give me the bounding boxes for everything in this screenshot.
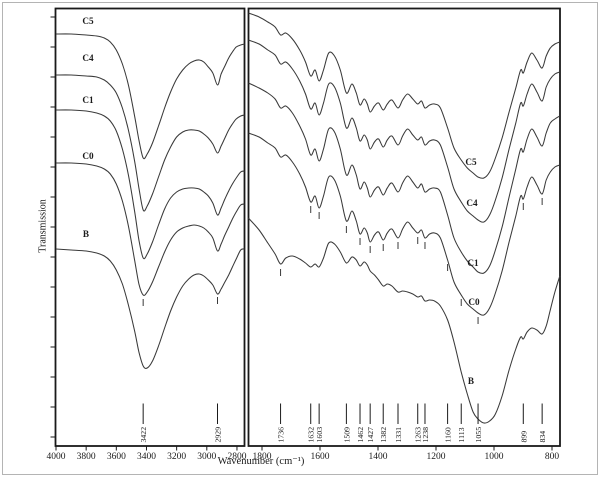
- peak-annotation-label-1462: 1462: [356, 427, 365, 443]
- x-tick-label: 1000: [485, 452, 504, 462]
- peak-annotation-label-1263: 1263: [414, 427, 423, 443]
- curve-label-C4-right: C4: [466, 198, 478, 208]
- spectrum-curve-B-right: [248, 217, 561, 424]
- x-tick-label: 3600: [107, 452, 126, 462]
- peak-annotation-label-1509: 1509: [342, 427, 351, 443]
- x-tick-label: 3800: [77, 452, 96, 462]
- left-panel-frame: [54, 7, 246, 447]
- peak-annotation-label-1603: 1603: [315, 427, 324, 443]
- spectrum-curve-C4-left: [55, 74, 245, 212]
- peak-annotation-label-899: 899: [519, 431, 528, 443]
- x-tick-label: 1200: [427, 452, 446, 462]
- spectrum-curve-C4-right: [248, 39, 560, 223]
- x-tick-label: 1800: [253, 452, 272, 462]
- spectrum-curve-C5-left: [55, 33, 245, 160]
- spectrum-curve-C0-left: [55, 162, 245, 296]
- spectrum-curve-C1-left: [55, 109, 245, 260]
- right-panel-frame: [247, 7, 561, 447]
- x-tick-label: 1400: [369, 452, 388, 462]
- curve-label-C0-left: C0: [82, 151, 94, 161]
- curve-label-C4-left: C4: [82, 53, 94, 63]
- curve-label-C5-left: C5: [82, 16, 94, 26]
- curve-label-C1-right: C1: [467, 258, 479, 268]
- spectrum-curve-C5-right: [248, 12, 560, 179]
- peak-annotation-label-1113: 1113: [457, 427, 466, 442]
- peak-annotation-label-1427: 1427: [366, 427, 375, 443]
- curve-label-C1-left: C1: [82, 95, 94, 105]
- spectrum-curve-C0-right: [248, 132, 560, 316]
- x-tick-label: 3400: [137, 452, 156, 462]
- peak-annotation-label-1055: 1055: [474, 427, 483, 443]
- x-tick-label: 1600: [311, 452, 330, 462]
- y-axis-title: Transmission: [37, 199, 49, 253]
- x-tick-label: 800: [545, 452, 560, 462]
- x-tick-label: 3000: [197, 452, 216, 462]
- curve-label-C5-right: C5: [465, 157, 477, 167]
- peak-annotation-label-1632: 1632: [307, 427, 316, 443]
- peak-annotation-label-1382: 1382: [379, 427, 388, 443]
- x-tick-label: 3200: [167, 452, 186, 462]
- curve-label-C0-right: C0: [468, 297, 480, 307]
- x-tick-label: 2800: [227, 452, 246, 462]
- peak-annotation-label-2929: 2929: [214, 427, 223, 443]
- curve-label-B-left: B: [83, 229, 89, 239]
- peak-annotation-label-1160: 1160: [444, 427, 453, 442]
- peak-annotation-label-1736: 1736: [277, 427, 286, 443]
- peak-annotation-label-1238: 1238: [421, 427, 430, 443]
- x-tick-label: 4000: [47, 452, 66, 462]
- spectrum-curve-B-left: [55, 248, 245, 369]
- peak-annotation-label-834: 834: [538, 431, 547, 443]
- x-axis-title: Wavenumber (cm⁻¹): [217, 456, 305, 467]
- peak-annotation-label-1331: 1331: [394, 427, 403, 443]
- curve-label-B-right: B: [468, 376, 474, 386]
- spectrum-curve-C1-right: [248, 82, 561, 274]
- peak-annotation-label-3422: 3422: [139, 427, 148, 443]
